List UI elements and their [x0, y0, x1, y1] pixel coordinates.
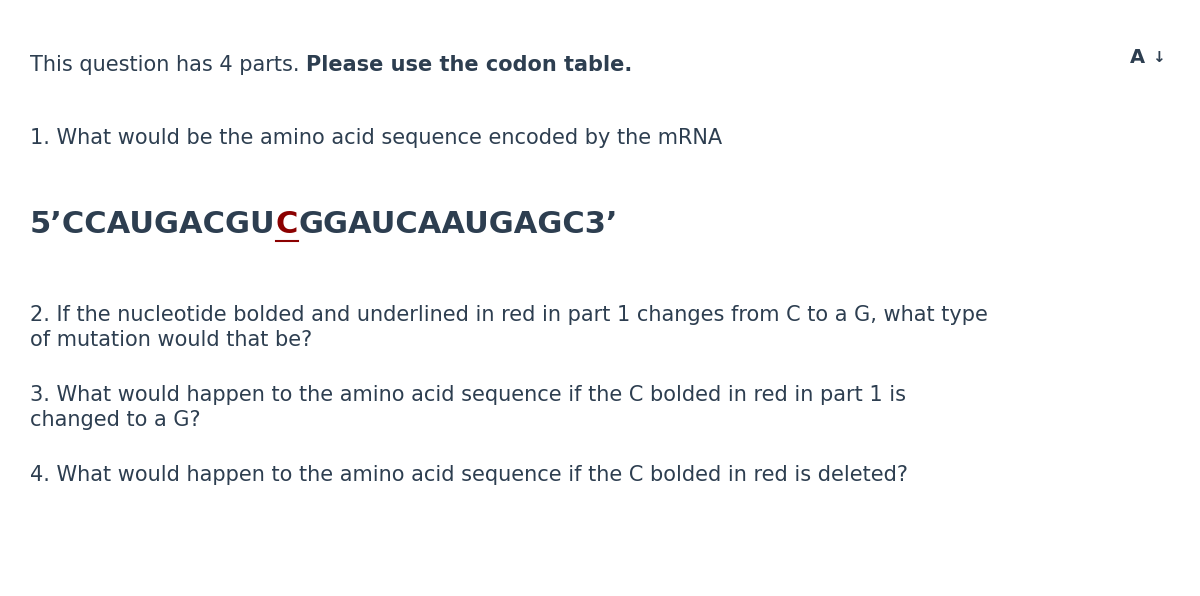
Text: ↓: ↓	[1152, 50, 1164, 65]
Text: Please use the codon table.: Please use the codon table.	[306, 55, 632, 75]
Text: C: C	[276, 210, 298, 239]
Text: 3. What would happen to the amino acid sequence if the C bolded in red in part 1: 3. What would happen to the amino acid s…	[30, 385, 906, 405]
Text: GGAUCAAUGAGC3’: GGAUCAAUGAGC3’	[298, 210, 618, 239]
Text: 5’CCAUGACGU: 5’CCAUGACGU	[30, 210, 276, 239]
Text: 1. What would be the amino acid sequence encoded by the mRNA: 1. What would be the amino acid sequence…	[30, 128, 722, 148]
Text: 4. What would happen to the amino acid sequence if the C bolded in red is delete: 4. What would happen to the amino acid s…	[30, 465, 908, 485]
Text: of mutation would that be?: of mutation would that be?	[30, 330, 312, 350]
Text: A: A	[1130, 48, 1145, 67]
Text: changed to a G?: changed to a G?	[30, 410, 200, 430]
Text: 2. If the nucleotide bolded and underlined in red in part 1 changes from C to a : 2. If the nucleotide bolded and underlin…	[30, 305, 988, 325]
Text: This question has 4 parts.: This question has 4 parts.	[30, 55, 306, 75]
